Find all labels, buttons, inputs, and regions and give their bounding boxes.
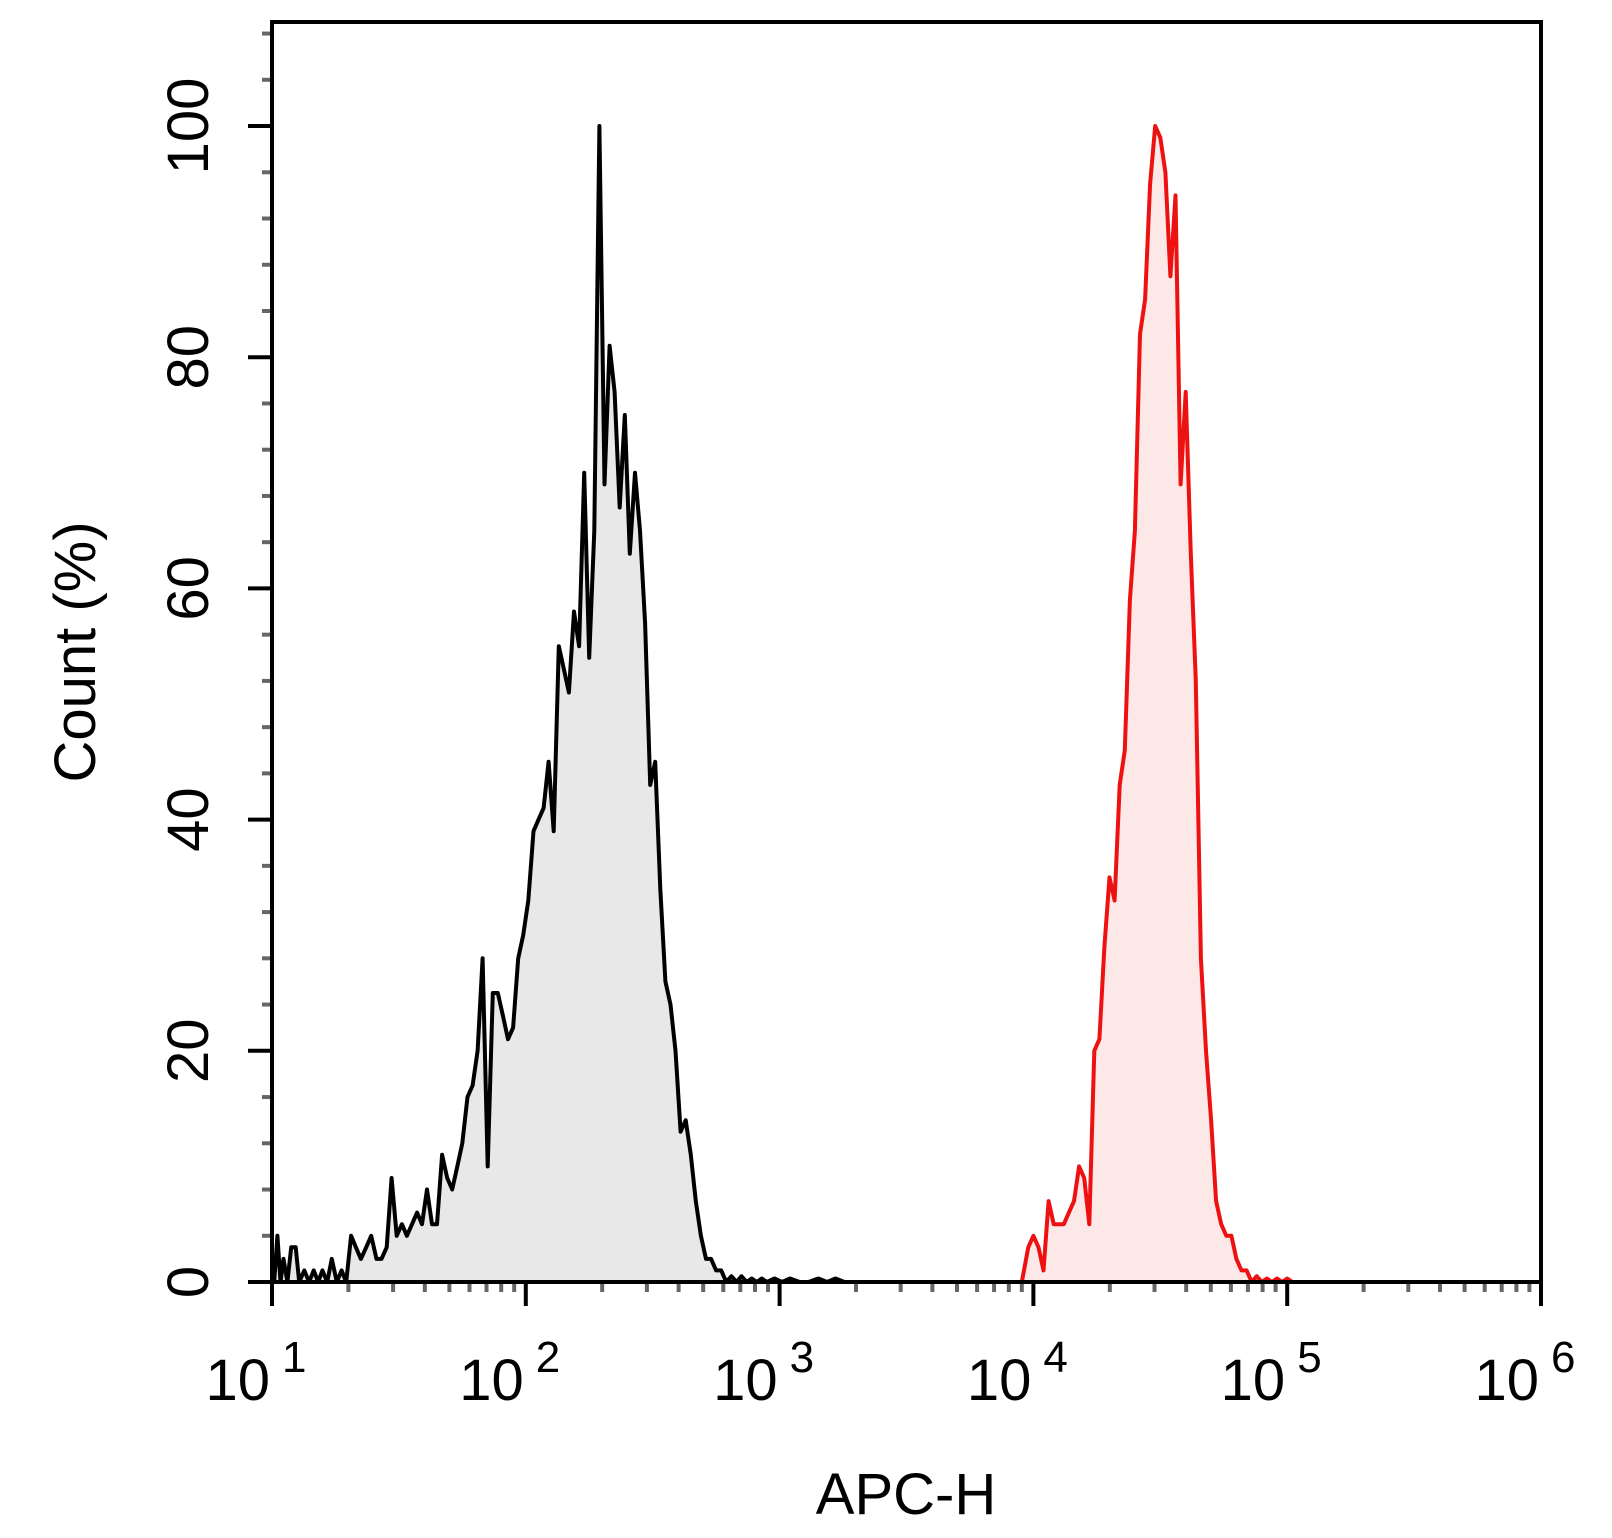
x-tick-labels: 10 1 10 2 10 3 10 4 10 5 10 6	[205, 1333, 1575, 1413]
x-tick-label-exponent: 5	[1297, 1333, 1321, 1382]
series-1-fill	[274, 126, 845, 1282]
y-tick-labels: 0 20 40 60 80 100	[156, 78, 221, 1298]
x-tick-label-base: 10	[1474, 1348, 1539, 1413]
y-axis-title: Count (%)	[43, 521, 108, 782]
x-tick-label-base: 10	[967, 1348, 1032, 1413]
y-tick-label: 100	[156, 78, 221, 175]
y-tick-label: 60	[156, 556, 221, 621]
major-ticks	[248, 124, 1543, 1306]
series-1-line	[272, 124, 846, 1284]
x-tick-label-exponent: 2	[536, 1333, 560, 1382]
x-tick-label-base: 10	[1221, 1348, 1286, 1413]
series-layer	[272, 124, 1298, 1284]
y-tick-label: 20	[156, 1019, 221, 1084]
x-tick-label-exponent: 4	[1043, 1333, 1067, 1382]
x-tick-label-exponent: 1	[282, 1333, 306, 1382]
plot-frame	[270, 20, 1543, 1284]
x-axis-title: APC-H	[816, 1462, 996, 1527]
x-tick-label-base: 10	[459, 1348, 524, 1413]
x-tick-label-exponent: 3	[790, 1333, 814, 1382]
x-tick-label-exponent: 6	[1551, 1333, 1575, 1382]
x-tick-label-base: 10	[713, 1348, 778, 1413]
series-2-fill	[1021, 126, 1298, 1282]
x-tick-label-base: 10	[205, 1348, 270, 1413]
y-tick-label: 80	[156, 325, 221, 390]
y-tick-label: 40	[156, 787, 221, 852]
y-tick-label: 0	[156, 1266, 221, 1298]
